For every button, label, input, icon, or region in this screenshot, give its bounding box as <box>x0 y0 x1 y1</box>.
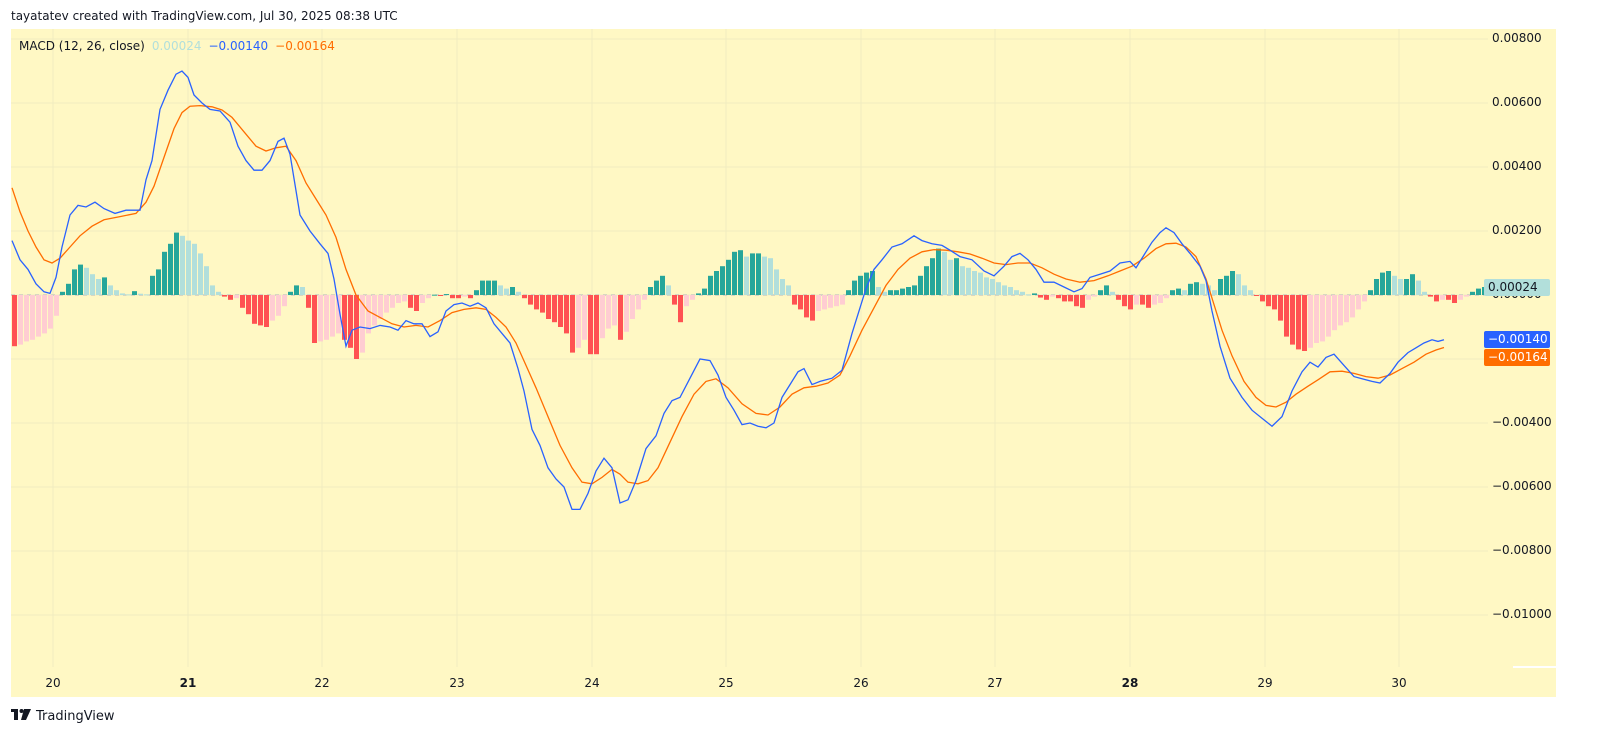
chart-panel[interactable] <box>11 29 1556 697</box>
x-tick-label: 24 <box>584 676 600 690</box>
x-tick-label: 30 <box>1391 676 1407 690</box>
legend-title: MACD (12, 26, close) <box>19 39 145 53</box>
chart-attribution: tayatatev created with TradingView.com, … <box>11 9 398 23</box>
legend-histogram-value: 0.00024 <box>151 39 202 53</box>
x-tick-label: 27 <box>987 676 1003 690</box>
macd-line <box>11 70 1445 511</box>
y-tick-label: 0.00200 <box>1492 223 1542 237</box>
x-tick-label: 26 <box>853 676 869 690</box>
x-tick-label: 22 <box>314 676 330 690</box>
y-tick-label: 0.00600 <box>1492 95 1542 109</box>
tradingview-logo-icon <box>11 709 31 724</box>
x-tick-label: 20 <box>45 676 61 690</box>
x-tick-label: 29 <box>1257 676 1273 690</box>
y-tick-label: 0.00800 <box>1492 31 1542 45</box>
tradingview-logo[interactable]: TradingView <box>11 709 115 724</box>
x-tick-label: 23 <box>449 676 465 690</box>
y-tick-label: −0.01000 <box>1492 607 1552 621</box>
histogram-value-badge: 0.00024 <box>1484 279 1550 296</box>
grid-lines <box>11 29 1488 667</box>
signal-value-badge: −0.00164 <box>1484 349 1550 366</box>
x-tick-label: 28 <box>1121 676 1139 690</box>
x-tick-label: 25 <box>718 676 734 690</box>
signal-line <box>11 104 1445 485</box>
indicator-legend[interactable]: MACD (12, 26, close) 0.00024 −0.00140 −0… <box>19 39 335 53</box>
y-tick-label: −0.00800 <box>1492 543 1552 557</box>
x-tick-label: 21 <box>179 676 197 690</box>
legend-macd-value: −0.00140 <box>208 39 269 53</box>
y-tick-label: −0.00600 <box>1492 479 1552 493</box>
legend-signal-value: −0.00164 <box>275 39 335 53</box>
macd-value-badge: −0.00140 <box>1484 331 1550 348</box>
histogram-bars <box>12 232 1529 359</box>
y-tick-label: 0.00400 <box>1492 159 1542 173</box>
y-tick-label: −0.00400 <box>1492 415 1552 429</box>
tradingview-logo-text: TradingView <box>36 709 115 724</box>
